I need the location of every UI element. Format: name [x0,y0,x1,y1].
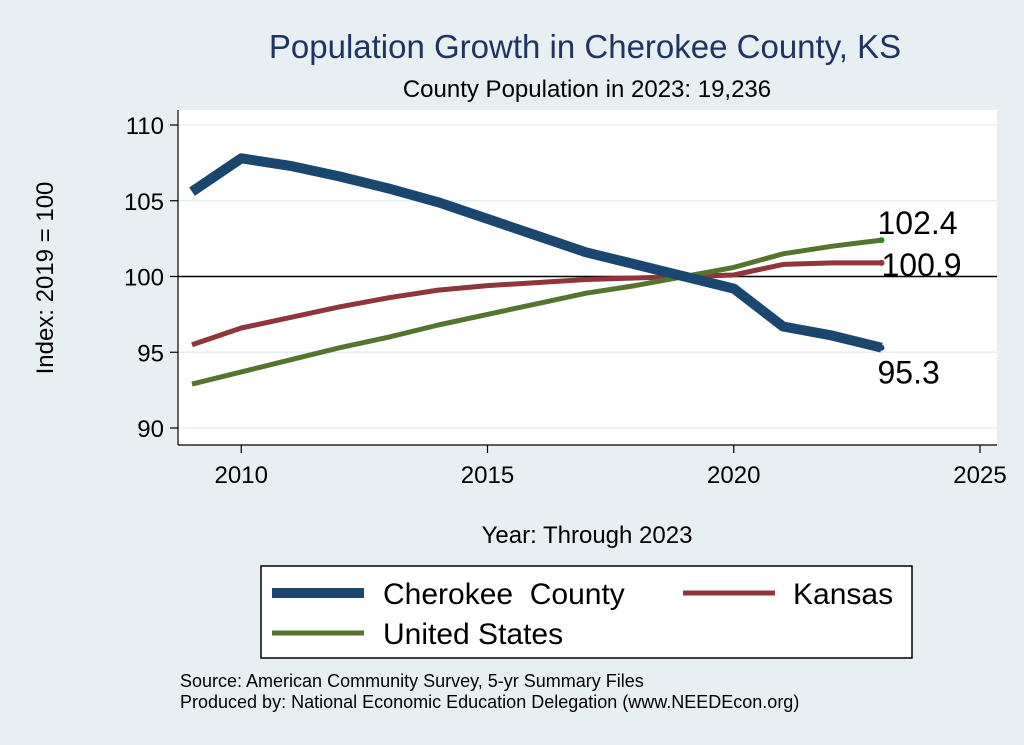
x-tick-label-2010: 2010 [215,462,268,489]
legend-label-us: United States [383,618,563,651]
end-point-0 [878,344,885,351]
legend-label-cherokee: Cherokee County [383,578,625,611]
x-axis-title: Year: Through 2023 [482,522,693,549]
series-line-united-states [191,237,882,387]
chart-subtitle: County Population in 2023: 19,236 [403,76,771,103]
end-label-united-states: 102.4 [878,205,958,241]
produced-by-note: Produced by: National Economic Education… [180,692,799,712]
x-tick-label-2025: 2025 [953,462,1006,489]
y-axis-title: Index: 2019 = 100 [32,182,59,375]
end-point-1 [878,259,885,266]
end-point-2 [878,237,885,244]
y-tick-label-100: 100 [124,265,164,292]
end-label-cherokee-county: 95.3 [878,355,940,391]
series-line-cherokee-county [189,153,883,353]
source-note: Source: American Community Survey, 5-yr … [180,671,644,691]
y-tick-label-95: 95 [137,340,164,367]
end-label-kansas: 100.9 [882,247,962,283]
x-tick-label-2020: 2020 [707,462,760,489]
chart-title: Population Growth in Cherokee County, KS [269,28,901,65]
series-lines [189,153,885,387]
legend: Cherokee County Kansas United States [260,565,913,659]
y-tick-label-105: 105 [124,189,164,216]
legend-box [260,565,913,659]
axes: 90 95 100 105 110 2010 2015 2020 2025 [124,110,1007,489]
end-labels: 95.3 100.9 102.4 [878,205,962,391]
y-tick-label-110: 110 [126,113,164,140]
x-tick-label-2015: 2015 [461,462,514,489]
y-tick-label-90: 90 [137,416,164,443]
series-line-kansas [191,260,882,348]
legend-label-kansas: Kansas [793,578,893,611]
